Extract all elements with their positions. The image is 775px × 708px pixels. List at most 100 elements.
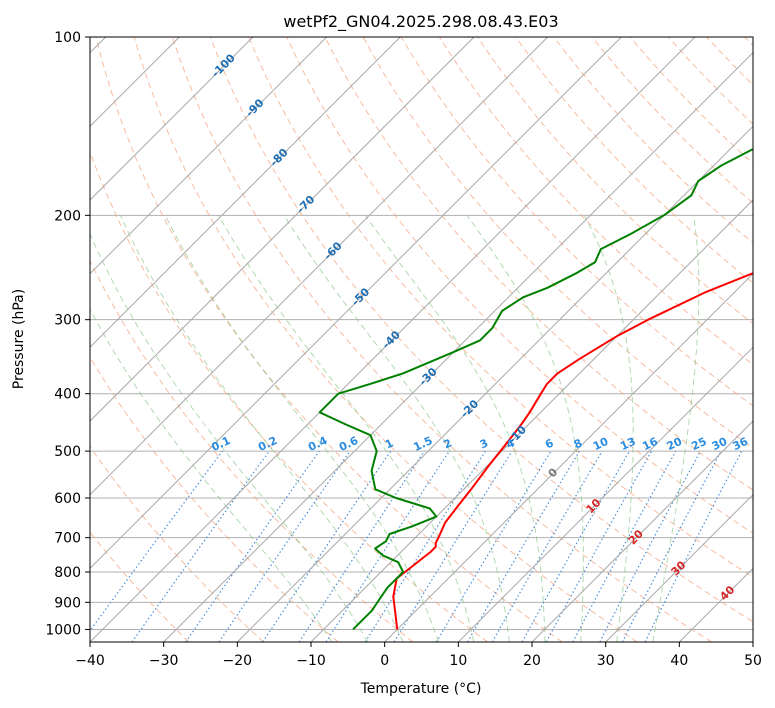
mixing-ratio-label: 10 — [591, 435, 611, 453]
mixing-ratio-label: 2 — [442, 436, 454, 451]
y-tick-label: 400 — [54, 387, 81, 403]
dry-adiabats — [90, 37, 753, 642]
isotherm — [90, 37, 549, 496]
dry-adiabat — [90, 259, 414, 642]
mixing-ratio-label: 13 — [618, 435, 637, 453]
isotherm — [457, 346, 753, 642]
dry-adiabat — [744, 37, 753, 47]
x-tick-label: −10 — [296, 653, 326, 669]
mixing-ratio-line — [131, 450, 270, 642]
isotherm-label: -90 — [243, 96, 266, 119]
x-tick-label: −40 — [75, 653, 105, 669]
series-layer — [318, 148, 753, 631]
dry-adiabat — [706, 37, 753, 86]
dry-adiabat — [133, 37, 638, 642]
y-tick-label: 100 — [54, 30, 81, 46]
isotherm — [90, 37, 401, 349]
dry-adiabat — [515, 37, 753, 284]
isotherm — [531, 420, 753, 642]
series-line — [392, 272, 753, 630]
chart-title: wetPf2_GN04.2025.298.08.43.E03 — [283, 12, 558, 32]
mixing-ratio-label: 20 — [665, 435, 685, 453]
dry-adiabat — [90, 356, 339, 642]
mixing-ratio-line — [90, 450, 223, 632]
dry-adiabat — [324, 37, 753, 491]
mixing-ratio-lines — [90, 450, 743, 642]
moist-adiabat — [364, 215, 546, 642]
moist-adiabat — [583, 215, 634, 642]
mixing-ratio-line — [599, 450, 702, 642]
dry-adiabat — [171, 37, 712, 642]
grid-layer — [90, 37, 753, 630]
y-axis-title: Pressure (hPa) — [11, 289, 27, 389]
moist-adiabat — [218, 215, 475, 642]
isotherm-label: 0 — [546, 465, 561, 480]
mixing-ratio-label: 6 — [543, 436, 556, 451]
isotherms — [90, 37, 753, 642]
mixing-ratio-line — [364, 450, 486, 642]
dry-adiabat — [286, 37, 753, 534]
isotherm-label: -100 — [209, 51, 238, 80]
y-tick-label: 500 — [54, 444, 81, 460]
mixing-ratio-line — [572, 450, 677, 642]
moist-adiabat — [90, 308, 333, 642]
dry-adiabat — [248, 37, 753, 578]
x-tick-label: 40 — [670, 653, 688, 669]
x-tick-label: 30 — [597, 653, 615, 669]
moist-adiabat — [466, 215, 584, 642]
isotherm — [90, 37, 696, 642]
y-tick-label: 900 — [54, 595, 81, 611]
x-tick-label: 50 — [744, 653, 762, 669]
isotherm — [90, 37, 254, 201]
mixing-ratio-line — [393, 450, 513, 642]
isotherm — [90, 37, 475, 422]
dry-adiabat — [210, 37, 753, 623]
dry-adiabat — [95, 37, 563, 642]
series-line — [318, 148, 753, 631]
mixing-ratio-line — [435, 450, 552, 642]
mixing-ratio-label: 3 — [478, 436, 490, 451]
mixing-ratio-line — [325, 450, 450, 642]
isotherm — [384, 272, 753, 642]
mixing-ratio-line — [218, 450, 351, 642]
isotherm-label: -40 — [380, 328, 403, 351]
y-tick-label: 200 — [54, 208, 81, 224]
mixing-ratio-line — [185, 450, 320, 642]
isotherm — [90, 37, 622, 570]
dry-adiabat — [553, 37, 753, 244]
dry-adiabat — [591, 37, 753, 204]
isotherm — [236, 125, 753, 642]
dry-adiabat — [90, 445, 264, 642]
isotherm — [752, 641, 753, 642]
isotherm — [605, 493, 753, 642]
moist-adiabat — [283, 215, 510, 642]
isotherm — [163, 51, 753, 642]
y-tick-label: 600 — [54, 491, 81, 507]
y-tick-label: 300 — [54, 313, 81, 329]
y-tick-label: 800 — [54, 565, 81, 581]
x-tick-label: 10 — [449, 653, 467, 669]
dry-adiabat — [90, 150, 488, 642]
moist-adiabat — [164, 215, 439, 642]
x-tick-label: 20 — [523, 653, 541, 669]
moist-adiabat — [120, 215, 404, 642]
mixing-ratio-line — [545, 450, 653, 642]
mixing-ratio-label: 30 — [710, 435, 730, 453]
mixing-ratio-label: 16 — [640, 435, 660, 453]
moist-adiabat — [90, 232, 369, 642]
x-tick-label: 0 — [380, 653, 389, 669]
dry-adiabat — [668, 37, 753, 125]
isotherm-label: 40 — [717, 583, 737, 603]
x-tick-label: −30 — [149, 653, 179, 669]
x-axis: −40 −30 −20 −10 0 10 20 30 40 50 — [75, 642, 762, 669]
isotherm — [90, 37, 328, 275]
x-tick-label: −20 — [223, 653, 253, 669]
mixing-ratio-line — [521, 450, 631, 642]
x-axis-title: Temperature (°C) — [360, 681, 482, 697]
moist-adiabat — [652, 215, 700, 642]
plot-frame — [89, 36, 754, 643]
mixing-ratio-line — [644, 450, 743, 642]
dry-adiabat — [90, 531, 190, 642]
